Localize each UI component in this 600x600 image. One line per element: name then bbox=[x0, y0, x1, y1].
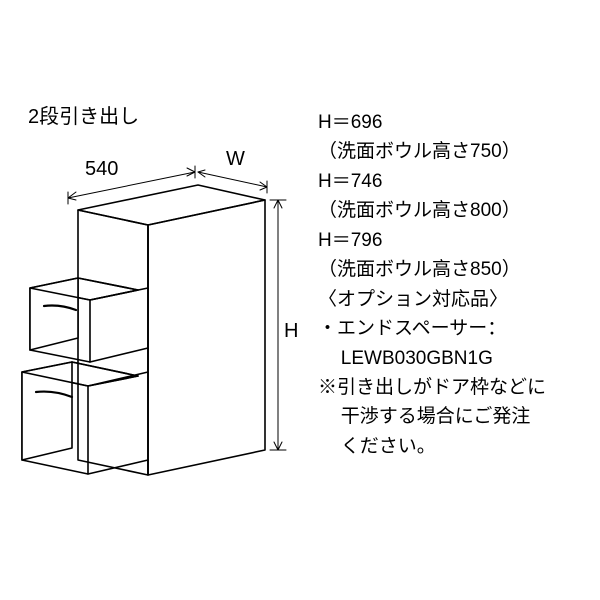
spec-line-partno: LEWB030GBN1G bbox=[318, 344, 583, 373]
spec-note: 干渉する場合にご発注 bbox=[318, 402, 583, 431]
spec-line: （洗面ボウル高さ800） bbox=[318, 196, 583, 225]
spec-line: ・エンドスペーサー： bbox=[318, 314, 583, 343]
spec-line: （洗面ボウル高さ750） bbox=[318, 137, 583, 166]
cabinet-diagram bbox=[20, 140, 320, 480]
spec-note: ください。 bbox=[318, 432, 583, 461]
page: 2段引き出し 540 W H bbox=[0, 0, 600, 600]
spec-note: ※引き出しがドア枠などに bbox=[318, 373, 583, 402]
spec-line: H＝796 bbox=[318, 226, 583, 255]
cabinet-svg bbox=[20, 140, 320, 480]
spec-line: H＝696 bbox=[318, 108, 583, 137]
spec-line: H＝746 bbox=[318, 167, 583, 196]
spec-line: （洗面ボウル高さ850） bbox=[318, 255, 583, 284]
spec-line: 〈オプション対応品〉 bbox=[318, 285, 583, 314]
spec-text: H＝696 （洗面ボウル高さ750） H＝746 （洗面ボウル高さ800） H＝… bbox=[318, 108, 583, 461]
product-title: 2段引き出し bbox=[28, 100, 139, 129]
